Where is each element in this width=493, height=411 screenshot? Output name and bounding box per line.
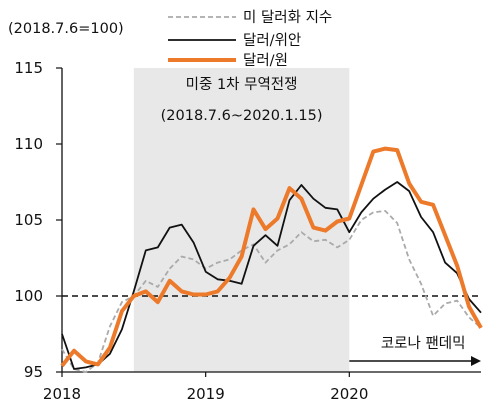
trade-war-label: 미중 1차 무역전쟁 <box>186 76 298 93</box>
trade-war-period-label: (2018.7.6~2020.1.15) <box>161 108 323 124</box>
y-tick-label: 100 <box>14 287 43 305</box>
usd-krw-line <box>60 146 483 368</box>
x-tick-label: 2019 <box>187 385 225 403</box>
trade-war-shaded-region <box>133 68 350 372</box>
y-tick-label: 95 <box>24 363 43 381</box>
x-tick-label: 2018 <box>43 385 81 403</box>
y-tick-label: 110 <box>14 135 43 153</box>
legend-usd-krw-label: 달러/원 <box>243 52 288 69</box>
y-tick-label: 115 <box>14 59 43 77</box>
unit-label: (2018.7.6=100) <box>8 21 124 37</box>
legend-dollar-index-label: 미 달러화 지수 <box>243 9 332 26</box>
y-tick-label: 105 <box>14 211 43 229</box>
x-tick-label: 2020 <box>330 385 368 403</box>
dollar-index-line <box>61 209 482 373</box>
pandemic-arrow-head <box>471 356 481 366</box>
legend-usd-cny-label: 달러/위안 <box>243 32 301 49</box>
pandemic-label: 코로나 팬데믹 <box>381 335 466 352</box>
